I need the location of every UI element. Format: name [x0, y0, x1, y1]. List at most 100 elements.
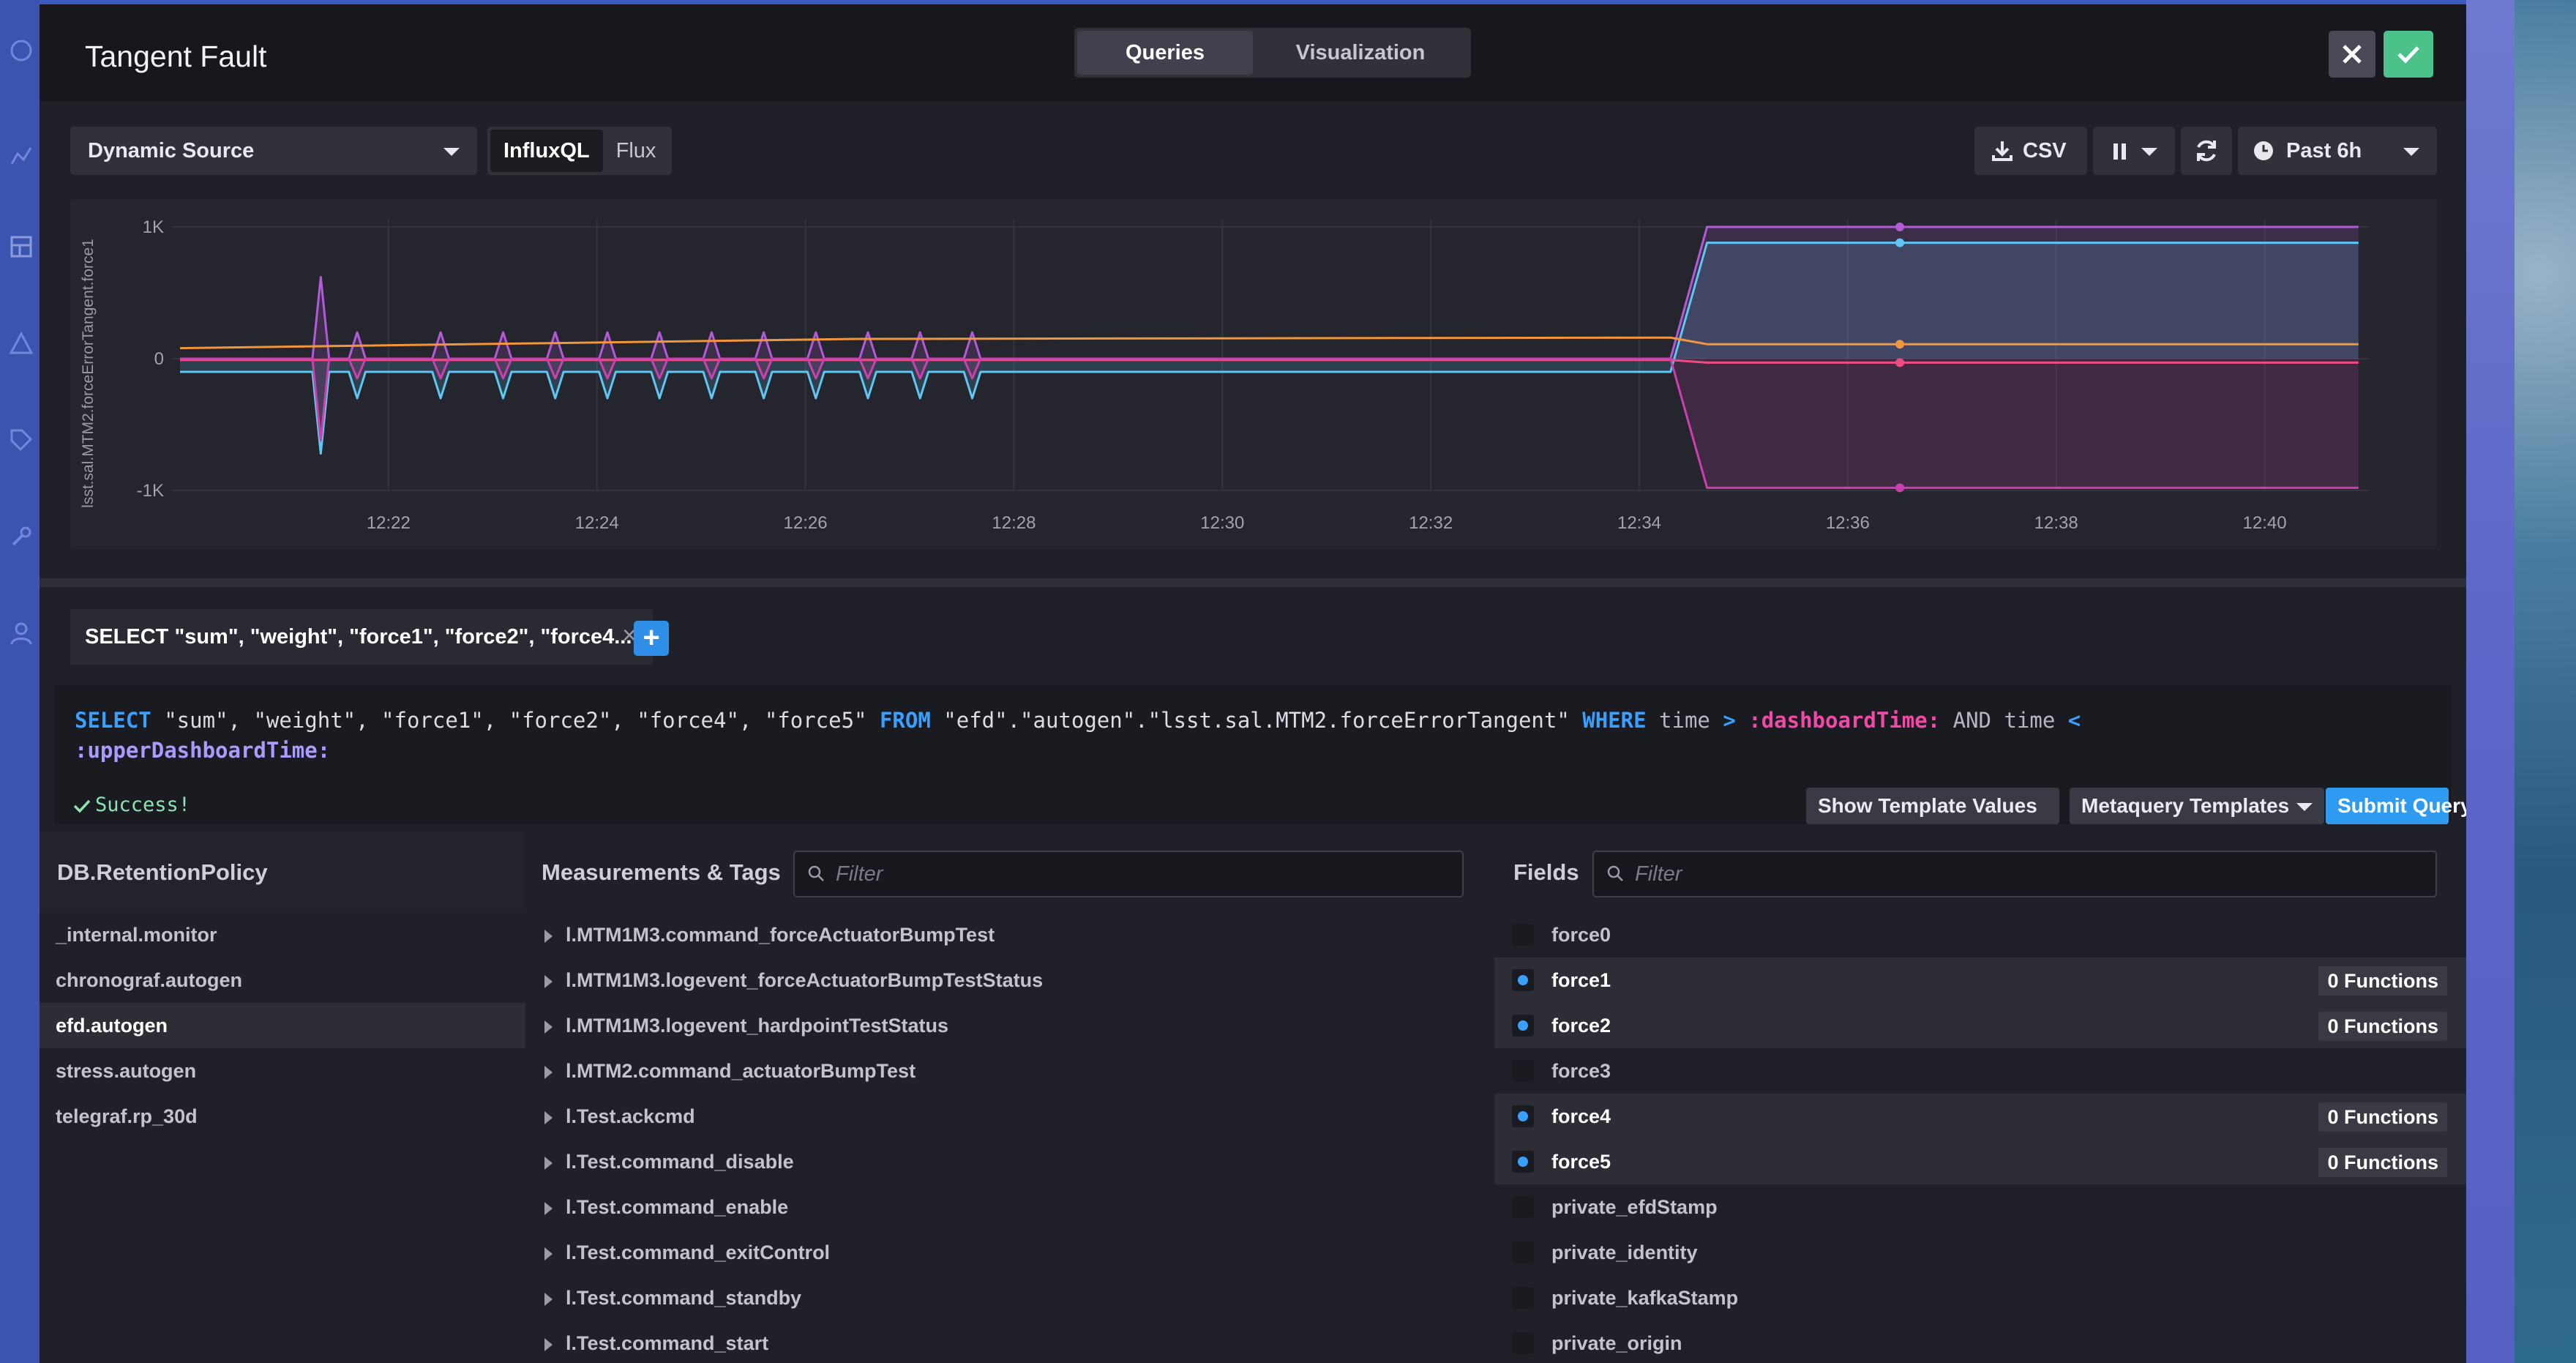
- series-hover-point: [1895, 358, 1905, 367]
- tab-queries[interactable]: Queries: [1077, 31, 1253, 75]
- dashboard-icon: [10, 236, 32, 258]
- measurement-item[interactable]: l.MTM1M3.command_forceActuatorBumpTest: [525, 912, 1494, 957]
- field-item[interactable]: force3: [1494, 1048, 2466, 1094]
- download-icon: [1992, 141, 2012, 161]
- fields-filter-input[interactable]: Filter: [1592, 851, 2437, 897]
- caret-right-icon[interactable]: [544, 1337, 553, 1351]
- caret-right-icon[interactable]: [544, 1020, 553, 1034]
- db-item[interactable]: chronograf.autogen: [56, 969, 242, 991]
- field-checkbox[interactable]: [1512, 1287, 1534, 1309]
- measurement-label: l.MTM2.command_actuatorBumpTest: [566, 1060, 916, 1082]
- x-tick-label: 12:38: [2034, 513, 2078, 533]
- query-tab-label: SELECT "sum", "weight", "force1", "force…: [85, 625, 632, 649]
- query-text[interactable]: SELECT "sum", "weight", "force1", "force…: [75, 706, 2416, 766]
- measurement-label: l.Test.command_enable: [566, 1196, 789, 1218]
- autorefresh-dropdown[interactable]: [2093, 127, 2175, 175]
- caret-right-icon[interactable]: [544, 1201, 553, 1215]
- csv-download-button[interactable]: CSV: [1974, 127, 2087, 175]
- measurement-item[interactable]: l.Test.command_exitControl: [525, 1230, 1494, 1275]
- measurement-item[interactable]: l.Test.command_enable: [525, 1184, 1494, 1230]
- functions-button[interactable]: 0 Functions: [2318, 1012, 2447, 1041]
- graph-icon: [10, 147, 32, 165]
- show-template-values-button[interactable]: Show Template Values: [1806, 788, 2059, 824]
- field-item[interactable]: force1 0 Functions: [1494, 957, 2466, 1003]
- measurement-item[interactable]: l.MTM2.command_actuatorBumpTest: [525, 1048, 1494, 1094]
- field-label: force0: [1551, 924, 1611, 946]
- measurements-column-title: Measurements & Tags: [542, 859, 781, 885]
- functions-button[interactable]: 0 Functions: [2318, 1148, 2447, 1177]
- field-checkbox[interactable]: [1512, 1241, 1534, 1263]
- metaquery-templates-dropdown[interactable]: Metaquery Templates: [2070, 788, 2324, 824]
- field-item[interactable]: private_kafkaStamp: [1494, 1275, 2466, 1321]
- chart-fills: [180, 227, 2359, 488]
- add-query-button[interactable]: +: [634, 621, 669, 656]
- field-checkbox[interactable]: [1512, 1332, 1534, 1354]
- caret-right-icon[interactable]: [544, 1247, 553, 1261]
- query-time-field: time: [1646, 708, 1723, 733]
- series-hover-point: [1895, 223, 1905, 231]
- tab-visualization[interactable]: Visualization: [1295, 41, 1426, 64]
- time-range-label: Past 6h: [2286, 139, 2362, 163]
- field-checkbox[interactable]: [1512, 1105, 1534, 1127]
- query-tab[interactable]: SELECT "sum", "weight", "force1", "force…: [70, 609, 653, 665]
- field-item[interactable]: force2 0 Functions: [1494, 1003, 2466, 1048]
- chevron-down-icon: [2296, 803, 2313, 811]
- measurement-item[interactable]: l.Test.ackcmd: [525, 1094, 1494, 1139]
- field-checkbox[interactable]: [1512, 1196, 1534, 1218]
- caret-right-icon[interactable]: [544, 1065, 553, 1079]
- field-checkbox[interactable]: [1512, 1015, 1534, 1037]
- caret-right-icon[interactable]: [544, 1292, 553, 1306]
- x-tick-label: 12:34: [1617, 513, 1661, 533]
- line-chart[interactable]: 12:22 12:24 12:26 12:28 12:30 12:32 12:34 12:36…: [70, 199, 2437, 549]
- language-influxql[interactable]: InfluxQL: [490, 130, 603, 172]
- field-checkbox[interactable]: [1512, 924, 1534, 946]
- field-item[interactable]: force0: [1494, 912, 2466, 957]
- graph-panel[interactable]: 12:22 12:24 12:26 12:28 12:30 12:32 12:34 12:36…: [70, 199, 2437, 549]
- fields-list: force0 force1 0 Functions force2 0 Functions…: [1494, 912, 2466, 1363]
- measurement-item[interactable]: l.Test.command_disable: [525, 1139, 1494, 1184]
- source-dropdown[interactable]: Dynamic Source: [70, 127, 477, 175]
- x-tick-label: 12:36: [1826, 513, 1870, 533]
- field-item[interactable]: force5 0 Functions: [1494, 1139, 2466, 1184]
- cancel-button[interactable]: [2329, 31, 2375, 78]
- x-tick-label: 12:26: [784, 513, 828, 533]
- submit-query-button[interactable]: Submit Query: [2326, 788, 2466, 824]
- db-item[interactable]: efd.autogen: [40, 1003, 525, 1048]
- caret-right-icon[interactable]: [544, 974, 553, 988]
- measurement-item[interactable]: l.Test.command_start: [525, 1321, 1494, 1363]
- resize-divider[interactable]: [40, 578, 2466, 587]
- field-label: force5: [1551, 1151, 1611, 1173]
- measurements-filter-input[interactable]: Filter: [793, 851, 1464, 897]
- refresh-icon: [2197, 140, 2216, 162]
- caret-right-icon[interactable]: [544, 929, 553, 943]
- close-icon[interactable]: ×: [622, 621, 637, 649]
- field-checkbox[interactable]: [1512, 1151, 1534, 1173]
- measurement-item[interactable]: l.MTM1M3.logevent_hardpointTestStatus: [525, 1003, 1494, 1048]
- functions-button[interactable]: 0 Functions: [2318, 1102, 2447, 1132]
- measurements-list: l.MTM1M3.command_forceActuatorBumpTest l.…: [525, 912, 1494, 1363]
- field-item[interactable]: private_origin: [1494, 1321, 2466, 1363]
- field-item[interactable]: private_identity: [1494, 1230, 2466, 1275]
- field-checkbox[interactable]: [1512, 969, 1534, 991]
- keyword-where: WHERE: [1582, 708, 1647, 733]
- refresh-button[interactable]: [2181, 127, 2232, 175]
- field-checkbox[interactable]: [1512, 1060, 1534, 1082]
- time-range-dropdown[interactable]: Past 6h: [2238, 127, 2437, 175]
- language-flux[interactable]: Flux: [615, 139, 656, 163]
- y-axis-label: lsst.sal.MTM2.forceErrorTangent.force1: [80, 239, 97, 508]
- db-item[interactable]: stress.autogen: [56, 1060, 197, 1082]
- functions-button[interactable]: 0 Functions: [2318, 966, 2447, 996]
- search-icon: [808, 865, 824, 881]
- db-item[interactable]: telegraf.rp_30d: [56, 1105, 198, 1127]
- series-line: [180, 357, 2359, 489]
- field-item[interactable]: force4 0 Functions: [1494, 1094, 2466, 1139]
- chevron-down-icon: [2403, 148, 2419, 156]
- db-item[interactable]: _internal.monitor: [56, 924, 217, 946]
- measurement-item[interactable]: l.Test.command_standby: [525, 1275, 1494, 1321]
- caret-right-icon[interactable]: [544, 1156, 553, 1170]
- field-item[interactable]: private_efdStamp: [1494, 1184, 2466, 1230]
- measurement-item[interactable]: l.MTM1M3.logevent_forceActuatorBumpTestS…: [525, 957, 1494, 1003]
- caret-right-icon[interactable]: [544, 1110, 553, 1124]
- cell-title[interactable]: Tangent Fault: [85, 40, 267, 73]
- save-button[interactable]: [2384, 31, 2433, 78]
